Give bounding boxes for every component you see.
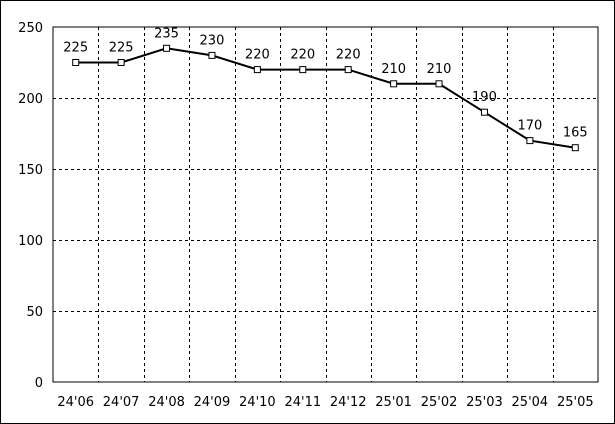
data-label: 210 [427,62,452,77]
data-point-marker [299,66,307,74]
x-tick-label: 24'12 [330,395,367,410]
data-label: 230 [200,33,225,48]
data-point-marker [163,44,171,52]
data-label: 170 [517,119,542,134]
data-label: 220 [336,48,361,63]
data-point-marker [435,80,443,88]
x-tick-label: 25'04 [512,395,549,410]
x-tick-label: 25'05 [557,395,594,410]
x-tick-label: 25'02 [421,395,458,410]
x-tick-label: 24'07 [103,395,140,410]
data-point-marker [72,59,80,66]
x-tick-label: 24'08 [148,395,185,410]
y-tick-label: 200 [18,92,43,107]
data-point-marker [253,66,261,74]
x-tick-label: 25'03 [466,395,503,410]
data-label: 210 [381,62,406,77]
y-tick-label: 150 [18,163,43,178]
plot-area [52,26,599,383]
x-tick-label: 24'11 [284,395,321,410]
y-tick-label: 50 [26,305,43,320]
data-label: 225 [63,41,88,56]
data-label: 165 [563,126,588,141]
x-tick-label: 24'06 [57,395,94,410]
data-point-marker [480,108,488,116]
data-point-marker [208,51,216,59]
data-point-marker [526,137,534,145]
data-point-marker [117,59,125,66]
data-point-marker [344,66,352,74]
x-tick-label: 25'01 [375,395,412,410]
data-point-marker [571,144,579,152]
y-tick-label: 250 [18,21,43,36]
y-tick-label: 0 [35,376,43,391]
x-tick-label: 24'09 [194,395,231,410]
y-tick-label: 100 [18,234,43,249]
data-label: 235 [154,26,179,41]
data-label: 220 [245,48,270,63]
series-line [75,47,576,149]
data-label: 225 [109,41,134,56]
data-point-marker [390,80,398,88]
data-label: 190 [472,90,497,105]
x-tick-label: 24'10 [239,395,276,410]
data-label: 220 [290,48,315,63]
